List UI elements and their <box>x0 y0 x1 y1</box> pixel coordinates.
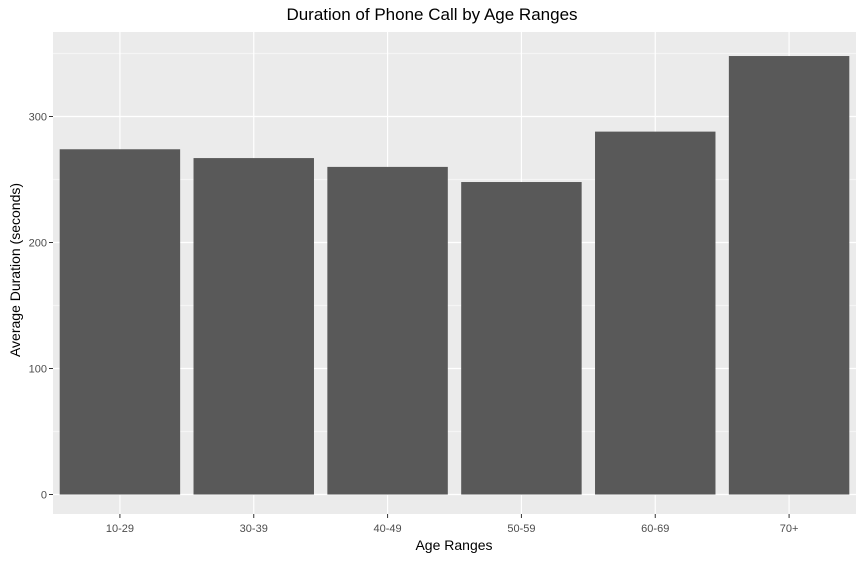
x-tick-label: 60-69 <box>641 523 669 535</box>
chart-title: Duration of Phone Call by Age Ranges <box>286 5 578 24</box>
bar-60-69 <box>595 131 716 495</box>
x-tick-label: 40-49 <box>374 523 402 535</box>
x-tick-label: 70+ <box>780 523 799 535</box>
x-axis-title: Age Ranges <box>415 537 493 553</box>
bar-40-49 <box>327 166 448 495</box>
y-tick-label: 300 <box>29 112 47 124</box>
y-axis-title: Average Duration (seconds) <box>7 182 23 358</box>
y-tick-label: 200 <box>29 238 47 250</box>
x-tick-label: 10-29 <box>106 523 134 535</box>
bar-70+ <box>728 56 850 495</box>
bar-50-59 <box>461 182 582 495</box>
y-tick-label: 0 <box>41 490 47 502</box>
y-tick-label: 100 <box>29 364 47 376</box>
plot-panel <box>53 32 856 514</box>
x-tick-label: 30-39 <box>240 523 268 535</box>
bar-10-29 <box>59 149 181 495</box>
bar-30-39 <box>193 158 314 495</box>
x-tick-label: 50-59 <box>507 523 535 535</box>
